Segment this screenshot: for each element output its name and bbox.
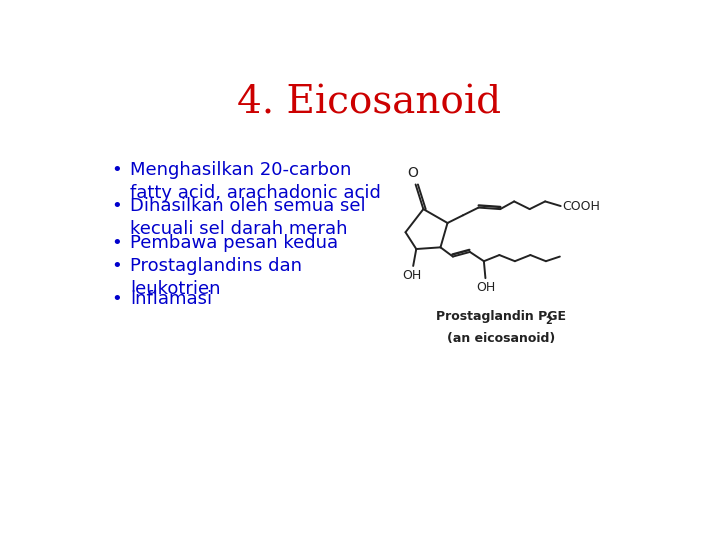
Text: •: •: [112, 257, 122, 275]
Text: Menghasilkan 20-carbon
fatty acid, arachadonic acid: Menghasilkan 20-carbon fatty acid, arach…: [130, 161, 381, 202]
Text: (an eicosanoid): (an eicosanoid): [446, 332, 555, 345]
Text: 2: 2: [546, 316, 552, 326]
Text: •: •: [112, 289, 122, 308]
Text: •: •: [112, 161, 122, 179]
Text: •: •: [112, 197, 122, 215]
Text: OH: OH: [402, 269, 421, 282]
Text: •: •: [112, 234, 122, 252]
Text: Pembawa pesan kedua: Pembawa pesan kedua: [130, 234, 338, 252]
Text: OH: OH: [476, 281, 495, 294]
Text: COOH: COOH: [562, 200, 600, 213]
Text: O: O: [407, 166, 418, 180]
Text: 4. Eicosanoid: 4. Eicosanoid: [237, 85, 501, 122]
Text: inflamasi: inflamasi: [130, 289, 212, 308]
Text: Dihasilkan oleh semua sel
kecuali sel darah merah: Dihasilkan oleh semua sel kecuali sel da…: [130, 197, 366, 238]
Text: Prostaglandin PGE: Prostaglandin PGE: [436, 310, 566, 323]
Text: Prostaglandins dan
leukotrien: Prostaglandins dan leukotrien: [130, 257, 302, 298]
